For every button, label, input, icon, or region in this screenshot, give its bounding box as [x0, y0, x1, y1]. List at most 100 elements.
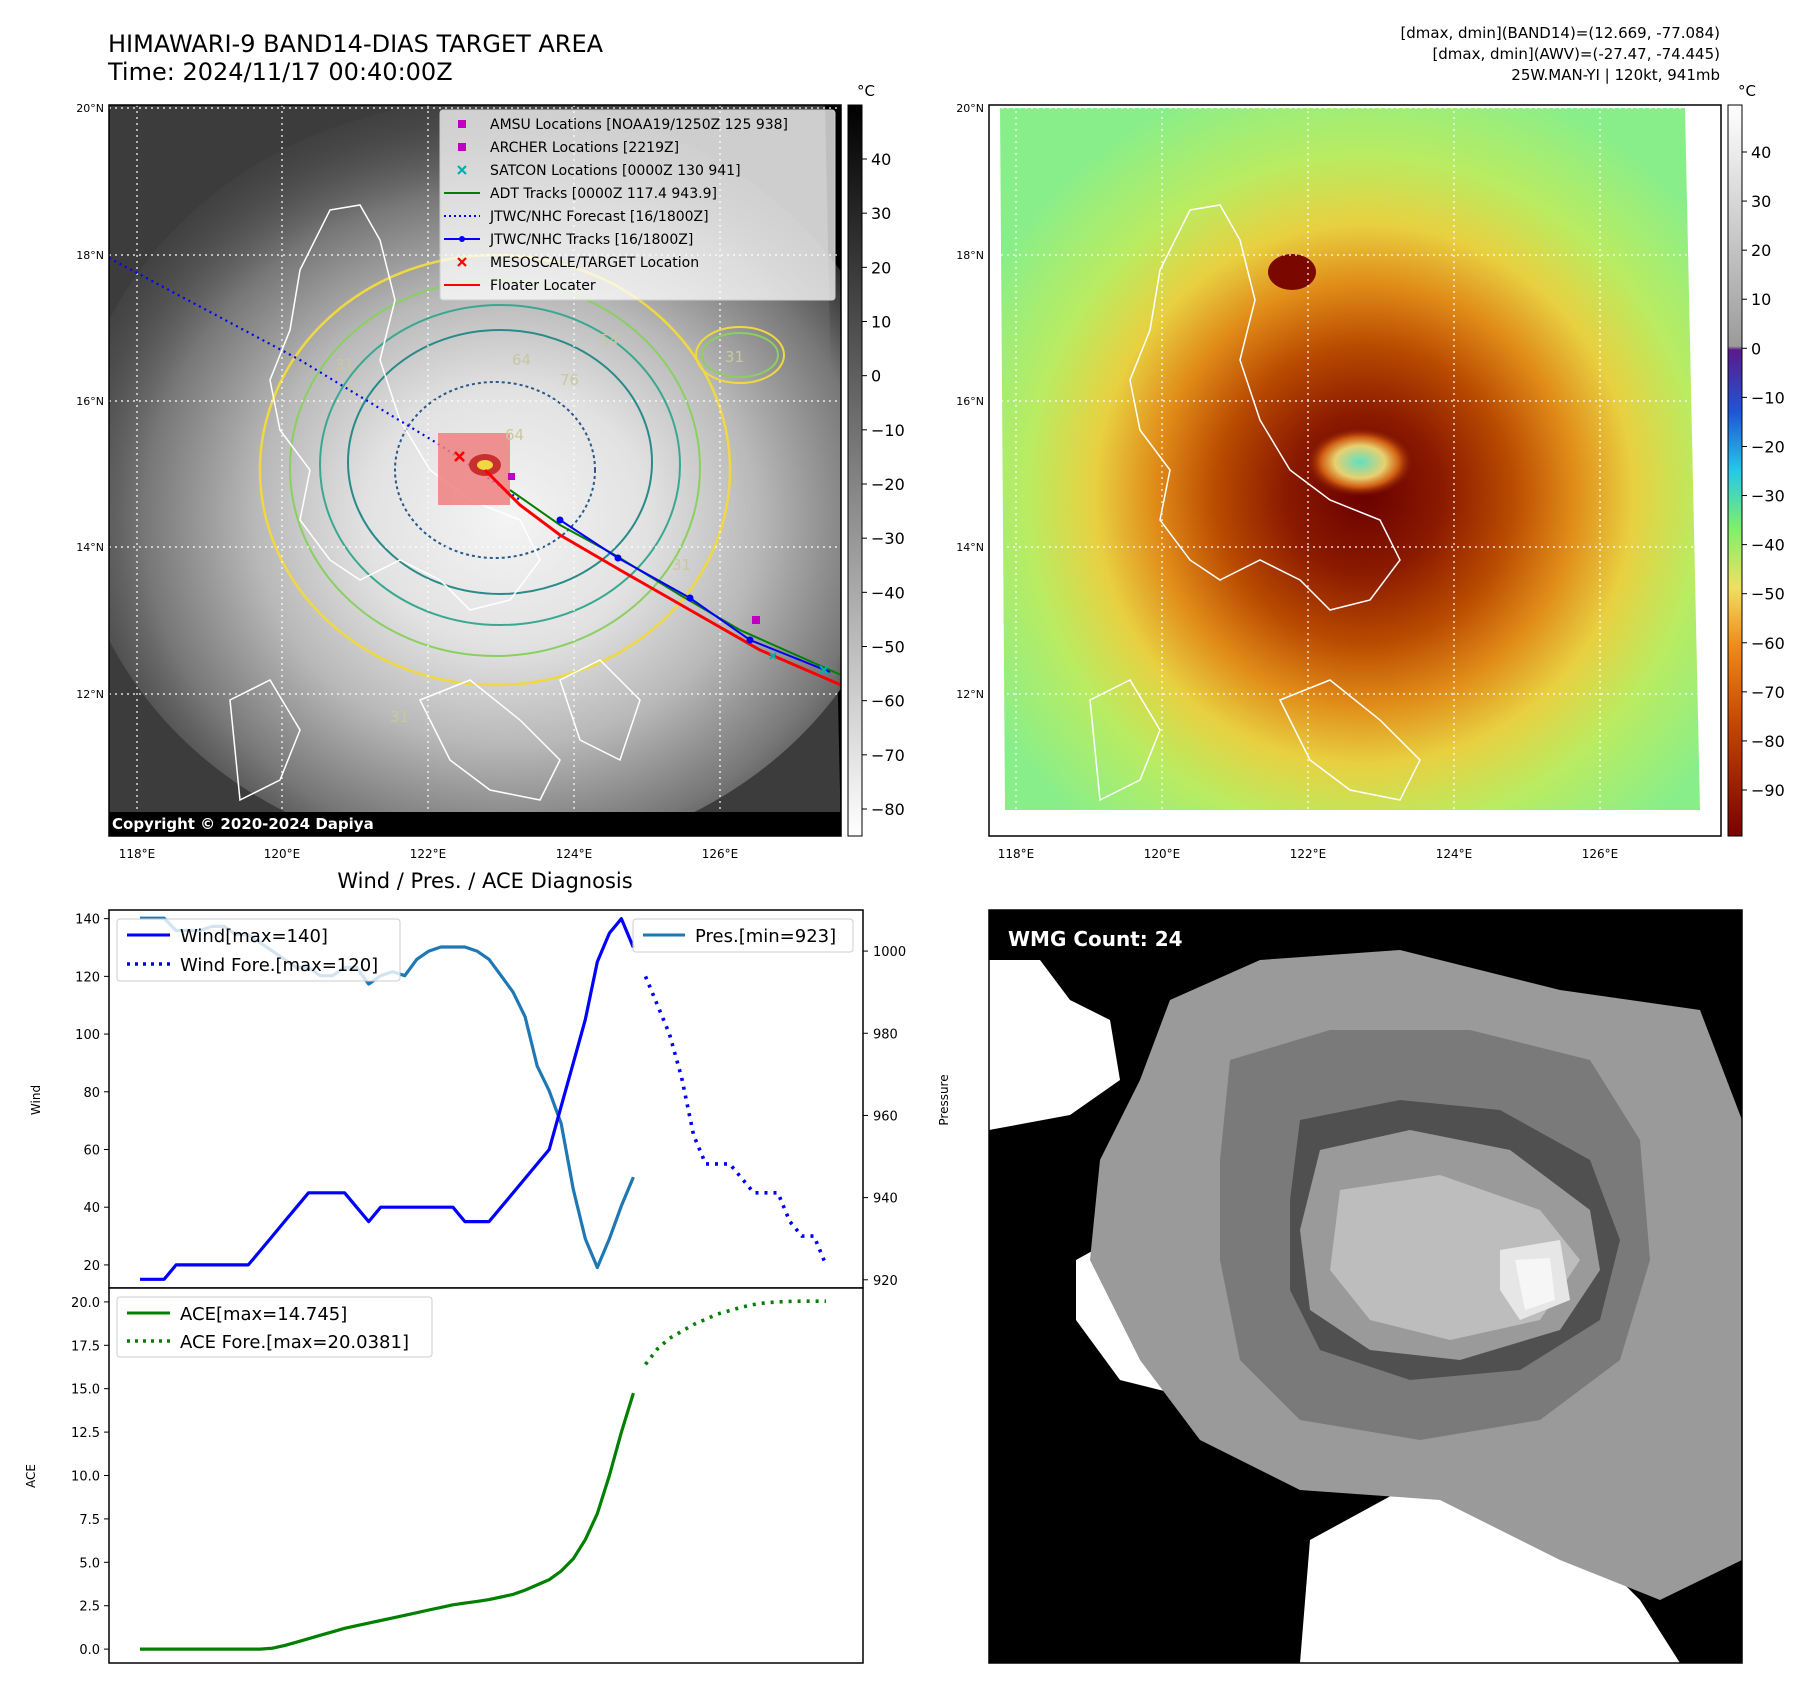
contour-64 — [347, 329, 653, 595]
lat-label: 14°N — [76, 541, 104, 554]
wmg-count-label: WMG Count: 24 — [1008, 927, 1183, 951]
series-line-ace-fore — [644, 1299, 826, 1366]
left-colorbar — [847, 104, 863, 837]
right-map: 20°N 18°N 16°N 14°N 12°N 118°E 120°E 122… — [956, 82, 1785, 861]
diagnosis-title: Wind / Pres. / ACE Diagnosis — [337, 869, 632, 893]
map-legend-label: AMSU Locations [NOAA19/1250Z 125 938] — [490, 117, 788, 133]
axis-tick-label: 20 — [83, 1259, 100, 1274]
legend-marker-square — [458, 120, 466, 128]
left-map-lon-labels: 118°E 120°E 122°E 124°E 126°E — [119, 847, 739, 861]
lat-label: 18°N — [956, 249, 984, 262]
map-legend-row: JTWC/NHC Tracks [16/1800Z] — [444, 232, 693, 248]
map-legend-row: ARCHER Locations [2219Z] — [458, 140, 679, 156]
map-legend-label: SATCON Locations [0000Z 130 941] — [490, 163, 741, 179]
figure-time: Time: 2024/11/17 00:40:00Z — [107, 58, 453, 86]
legend-ace: ACE[max=14.745] — [180, 1304, 347, 1325]
colorbar-tick-label: −80 — [871, 800, 905, 819]
colorbar-tick-label: −50 — [1751, 585, 1785, 604]
axis-tick-label: 1000 — [873, 945, 906, 960]
colorbar-tick-label: −40 — [1751, 536, 1785, 555]
axis-tick-label: 920 — [873, 1274, 898, 1289]
axis-tick-label: 100 — [75, 1028, 100, 1043]
lat-label: 20°N — [956, 102, 984, 115]
wind-axis-label: Wind — [29, 1085, 43, 1115]
right-map-gridlines — [989, 105, 1721, 836]
colorbar-tick-label: −60 — [1751, 634, 1785, 653]
map-legend-row: ADT Tracks [0000Z 117.4 943.9] — [444, 186, 717, 202]
colorbar-tick-label: −10 — [871, 421, 905, 440]
map-legend-row: AMSU Locations [NOAA19/1250Z 125 938] — [458, 117, 788, 133]
map-legend-row: SATCON Locations [0000Z 130 941] — [457, 163, 741, 179]
pressure-legend: Pres.[min=923] — [632, 918, 854, 953]
ace-panel: ACE 0.0 2.5 5.0 7.5 10.0 12.5 15.0 17.5 20.0 ACE… — [24, 1287, 864, 1664]
left-map-lat-labels: 20°N 18°N 16°N 14°N 12°N — [76, 102, 104, 701]
legend-ace-fore: ACE Fore.[max=20.0381] — [180, 1332, 409, 1353]
axis-tick-label: 15.0 — [71, 1383, 100, 1398]
lon-label: 120°E — [1144, 847, 1181, 861]
axis-tick-label: 60 — [83, 1143, 100, 1158]
colorbar-tick-label: 40 — [1751, 143, 1771, 162]
left-map: 31 54 64 76 64 31 31 31 Copyright © 2020… — [76, 82, 905, 861]
lon-label: 118°E — [119, 847, 156, 861]
lon-label: 126°E — [702, 847, 739, 861]
colorbar-tick-label: −80 — [1751, 732, 1785, 751]
contour-76 — [394, 381, 596, 559]
left-map-frame — [108, 104, 842, 837]
contour-label: 31 — [390, 708, 409, 726]
info-storm: 25W.MAN-YI | 120kt, 941mb — [1511, 66, 1720, 84]
copyright: Copyright © 2020-2024 Dapiya — [112, 815, 374, 833]
figure-title: HIMAWARI-9 BAND14-DIAS TARGET AREA — [108, 30, 604, 58]
colorbar-tick-label: 20 — [1751, 241, 1771, 260]
colorbar-tick-label: −10 — [1751, 388, 1785, 407]
map-legend-row: Floater Locater — [444, 278, 596, 294]
legend-marker-x — [457, 257, 467, 267]
colorbar-tick-label: 10 — [1751, 290, 1771, 309]
colorbar-tick-label: −50 — [871, 638, 905, 657]
colorbar-tick-label: 0 — [871, 367, 881, 386]
wind-legend: Wind[max=140] Wind Fore.[max=120] — [116, 918, 401, 982]
colorbar-tick-label: 0 — [1751, 339, 1761, 358]
coastline-luzon — [269, 204, 541, 611]
axis-tick-label: 940 — [873, 1192, 898, 1207]
legend-wind-fore: Wind Fore.[max=120] — [180, 955, 378, 976]
contour-label: 31 — [672, 556, 691, 574]
series-line-wind-fore — [643, 975, 828, 1266]
colorbar-tick-label: −40 — [871, 583, 905, 602]
wind-pressure-panel: Wind Pressure 20 40 60 80 100 120 140 920 940 960… — [29, 909, 951, 1289]
contour-label: 64 — [512, 351, 531, 369]
colorbar-tick-label: −20 — [871, 475, 905, 494]
eye — [1304, 426, 1416, 498]
right-map-lon-labels: 118°E 120°E 122°E 124°E 126°E — [998, 847, 1619, 861]
colorbar-tick-label: −70 — [871, 746, 905, 765]
satcon-markers — [769, 652, 829, 675]
colorbar-tick-label: −30 — [1751, 487, 1785, 506]
right-map-frame — [988, 104, 1722, 837]
colorbar-tick-label: −60 — [871, 692, 905, 711]
right-map-lat-labels: 20°N 18°N 16°N 14°N 12°N — [956, 102, 984, 701]
colorbar-tick-label: −70 — [1751, 683, 1785, 702]
axis-tick-label: 960 — [873, 1109, 898, 1124]
info-band14: [dmax, dmin](BAND14)=(12.669, -77.084) — [1400, 24, 1720, 42]
lon-label: 118°E — [998, 847, 1035, 861]
lon-label: 122°E — [410, 847, 447, 861]
axis-tick-label: 140 — [75, 913, 100, 928]
lat-label: 16°N — [956, 395, 984, 408]
colorbar-tick-label: 20 — [871, 258, 891, 277]
axis-tick-label: 5.0 — [79, 1556, 100, 1571]
axis-tick-label: 20.0 — [71, 1296, 100, 1311]
lon-label: 126°E — [1582, 847, 1619, 861]
map-legend: AMSU Locations [NOAA19/1250Z 125 938] ARC… — [439, 109, 836, 301]
legend-wind: Wind[max=140] — [180, 926, 328, 947]
wmg-count-badge — [1000, 922, 1192, 954]
archer-marker — [508, 473, 515, 480]
lat-label: 16°N — [76, 395, 104, 408]
legend-marker-x — [457, 165, 467, 175]
ace-legend: ACE[max=14.745] ACE Fore.[max=20.0381] — [116, 1296, 433, 1358]
lat-label: 20°N — [76, 102, 104, 115]
contour-label: 31 — [725, 348, 744, 366]
ace-axis-label: ACE — [24, 1464, 38, 1488]
axis-tick-label: 120 — [75, 970, 100, 985]
left-colorbar-unit: °C — [857, 82, 875, 100]
contour-label: 64 — [505, 426, 524, 444]
colorbar-tick-label: −20 — [1751, 437, 1785, 456]
